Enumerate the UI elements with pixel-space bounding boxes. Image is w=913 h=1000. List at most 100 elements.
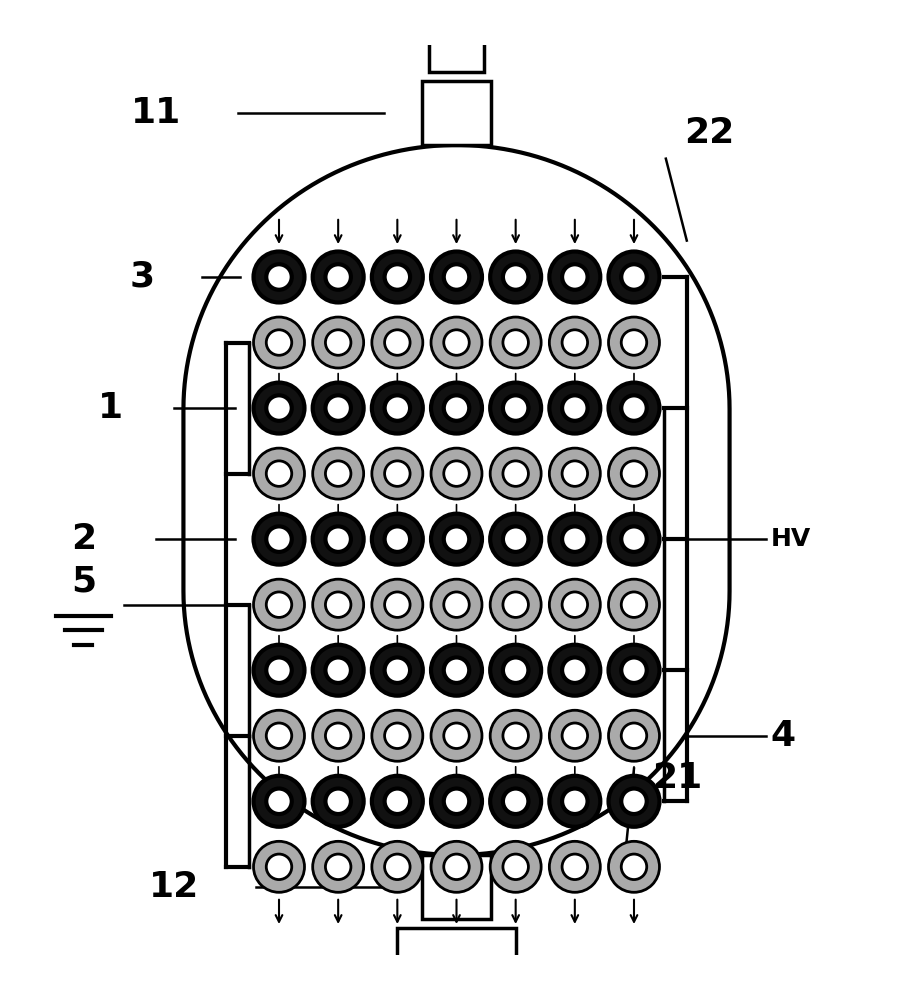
Circle shape [503, 395, 529, 421]
Circle shape [621, 592, 646, 617]
Circle shape [562, 657, 588, 683]
Circle shape [608, 252, 659, 302]
Circle shape [550, 645, 601, 696]
Circle shape [312, 448, 363, 499]
Circle shape [254, 710, 305, 761]
Text: 11: 11 [131, 96, 182, 130]
Circle shape [267, 723, 292, 748]
Text: 21: 21 [652, 761, 702, 795]
Circle shape [384, 592, 410, 617]
Circle shape [608, 579, 659, 630]
Circle shape [267, 330, 292, 355]
Circle shape [562, 461, 588, 486]
Circle shape [267, 395, 292, 421]
Circle shape [312, 383, 363, 434]
Text: HV: HV [771, 527, 811, 551]
Polygon shape [184, 145, 729, 855]
Circle shape [490, 514, 541, 565]
Circle shape [608, 514, 659, 565]
Circle shape [562, 592, 588, 617]
Circle shape [325, 461, 351, 486]
Circle shape [372, 448, 423, 499]
Text: 1: 1 [98, 391, 123, 425]
Circle shape [621, 264, 646, 290]
Circle shape [503, 526, 529, 552]
Circle shape [384, 526, 410, 552]
Circle shape [325, 723, 351, 748]
Circle shape [562, 264, 588, 290]
Circle shape [562, 395, 588, 421]
Circle shape [312, 841, 363, 892]
Circle shape [325, 395, 351, 421]
Bar [423, 855, 490, 919]
Circle shape [550, 514, 601, 565]
Circle shape [490, 841, 541, 892]
Circle shape [621, 526, 646, 552]
Polygon shape [397, 928, 516, 1000]
Circle shape [550, 383, 601, 434]
Circle shape [444, 854, 469, 880]
Text: 4: 4 [771, 719, 795, 753]
Circle shape [431, 317, 482, 368]
Circle shape [372, 252, 423, 302]
Circle shape [608, 710, 659, 761]
Circle shape [550, 317, 601, 368]
Circle shape [372, 776, 423, 827]
Circle shape [503, 657, 529, 683]
Circle shape [431, 841, 482, 892]
Polygon shape [397, 0, 516, 72]
Circle shape [384, 723, 410, 748]
Circle shape [444, 264, 469, 290]
Circle shape [384, 264, 410, 290]
Text: 5: 5 [70, 565, 96, 599]
Circle shape [608, 841, 659, 892]
Circle shape [325, 330, 351, 355]
Circle shape [444, 723, 469, 748]
Circle shape [431, 579, 482, 630]
Circle shape [384, 461, 410, 486]
Text: 22: 22 [684, 116, 734, 150]
Circle shape [550, 710, 601, 761]
Circle shape [384, 330, 410, 355]
Circle shape [372, 710, 423, 761]
Circle shape [267, 461, 292, 486]
Circle shape [384, 789, 410, 814]
Circle shape [608, 383, 659, 434]
Circle shape [490, 776, 541, 827]
Circle shape [444, 592, 469, 617]
Circle shape [267, 592, 292, 617]
Circle shape [254, 252, 305, 302]
Circle shape [312, 579, 363, 630]
Text: 2: 2 [70, 522, 96, 556]
Circle shape [550, 841, 601, 892]
Circle shape [267, 854, 292, 880]
Bar [423, 81, 490, 145]
Circle shape [608, 317, 659, 368]
Circle shape [621, 789, 646, 814]
Circle shape [267, 526, 292, 552]
Circle shape [621, 723, 646, 748]
Circle shape [312, 710, 363, 761]
Circle shape [608, 448, 659, 499]
Circle shape [490, 448, 541, 499]
Circle shape [254, 841, 305, 892]
Circle shape [444, 330, 469, 355]
Circle shape [444, 395, 469, 421]
Circle shape [431, 645, 482, 696]
Circle shape [550, 252, 601, 302]
Circle shape [621, 330, 646, 355]
Circle shape [384, 395, 410, 421]
Circle shape [312, 317, 363, 368]
Circle shape [312, 252, 363, 302]
Text: 3: 3 [130, 260, 155, 294]
Circle shape [490, 710, 541, 761]
Circle shape [490, 317, 541, 368]
Circle shape [562, 330, 588, 355]
Circle shape [550, 448, 601, 499]
Circle shape [325, 789, 351, 814]
Circle shape [444, 657, 469, 683]
Circle shape [325, 526, 351, 552]
Circle shape [490, 252, 541, 302]
Circle shape [254, 645, 305, 696]
Circle shape [372, 383, 423, 434]
